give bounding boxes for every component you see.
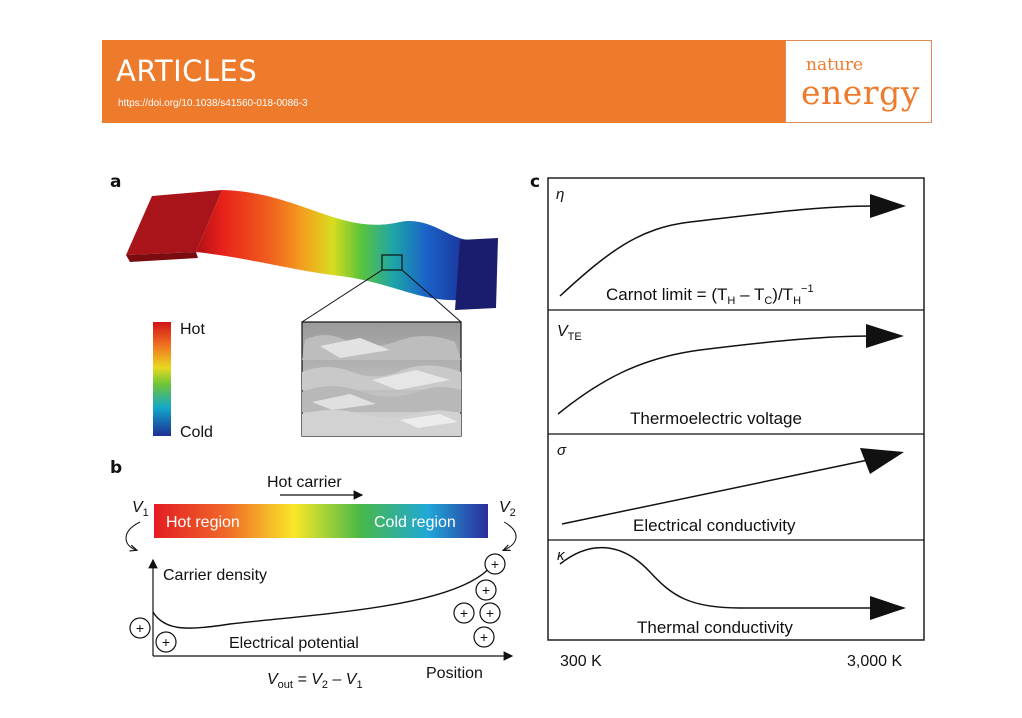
cold-end-block (455, 238, 498, 310)
scale-cold-label: Cold (180, 424, 213, 441)
svg-text:+: + (136, 620, 144, 636)
carrier-plus: + (129, 617, 151, 639)
thermoelectric-voltage-label: Thermoelectric voltage (630, 409, 802, 428)
panel-c-frame (547, 177, 925, 641)
svg-text:+: + (480, 629, 488, 645)
vte-curve (557, 335, 871, 415)
hot-end-block-side (126, 252, 198, 262)
v2-curve-arrow (504, 521, 517, 550)
panel-c-label: c (530, 172, 541, 192)
panel-c: η Carnot limit = (TH – TC)/TH−1 VTE Ther… (547, 177, 925, 670)
svg-text:+: + (460, 605, 468, 621)
panel-b: Hot carrier Hot region Cold region V1 V2… (125, 474, 517, 691)
svg-text:+: + (486, 605, 494, 621)
efficiency-curve (559, 205, 873, 297)
hot-end-block (126, 190, 222, 255)
charge-carriers: + + + + + + + (129, 553, 506, 653)
svg-text:+: + (491, 556, 499, 572)
hot-carrier-label: Hot carrier (267, 474, 342, 491)
sigma-arrowhead (860, 448, 904, 474)
inset-marker (381, 254, 403, 271)
carrier-plus: + (473, 626, 495, 648)
temperature-gradient-bar (154, 504, 488, 538)
v2-label: V2 (499, 499, 516, 519)
carrier-plus: + (479, 602, 501, 624)
carrier-plus: + (475, 579, 497, 601)
efficiency-symbol: η (556, 186, 564, 203)
inset-line-left (301, 269, 383, 323)
panel-a: Hot Cold (126, 190, 498, 441)
vte-arrowhead (866, 324, 904, 348)
section-title: ARTICLES (116, 54, 258, 88)
doi-link[interactable]: https://doi.org/10.1038/s41560-018-0086-… (118, 98, 308, 109)
carrier-plus: + (155, 631, 177, 653)
cold-region-label: Cold region (374, 514, 456, 531)
journal-header-banner: ARTICLES https://doi.org/10.1038/s41560-… (102, 40, 932, 123)
position-axis-label: Position (426, 665, 483, 682)
electrical-potential-label: Electrical potential (229, 635, 359, 652)
x-axis-end-label: 3,000 K (847, 653, 902, 670)
carrier-density-curve (152, 561, 495, 629)
thermal-conductivity-label: Thermal conductivity (637, 618, 793, 637)
microstructure-inset (301, 321, 462, 437)
v1-label: V1 (132, 499, 149, 519)
carrier-density-label: Carrier density (163, 567, 267, 584)
x-axis-start-label: 300 K (560, 653, 602, 670)
carnot-limit-label: Carnot limit = (TH – TC)/TH−1 (606, 283, 814, 307)
efficiency-arrowhead (870, 194, 906, 218)
vte-symbol: VTE (557, 323, 582, 343)
inset-line-right (401, 269, 462, 323)
panel-a-label: a (110, 172, 122, 192)
svg-text:+: + (162, 634, 170, 650)
journal-logo-line1: nature (806, 55, 864, 75)
carrier-plus: + (453, 602, 475, 624)
electrical-conductivity-label: Electrical conductivity (633, 516, 796, 535)
journal-logo-line2: energy (801, 73, 920, 112)
hot-region-label: Hot region (166, 514, 240, 531)
thermoelectric-ribbon (196, 190, 470, 301)
kappa-curve (559, 546, 872, 609)
journal-logo: nature energy (785, 40, 932, 123)
sigma-line (561, 459, 869, 525)
carrier-plus: + (484, 553, 506, 575)
kappa-arrowhead (870, 596, 906, 620)
svg-text:+: + (482, 582, 490, 598)
temperature-color-scale (153, 322, 171, 436)
kappa-symbol: κ (557, 547, 566, 564)
v1-curve-arrow (125, 521, 141, 550)
scale-hot-label: Hot (180, 321, 205, 338)
vout-equation: Vout = V2 – V1 (267, 671, 363, 691)
sigma-symbol: σ (557, 442, 567, 459)
panel-b-label: b (110, 458, 123, 478)
